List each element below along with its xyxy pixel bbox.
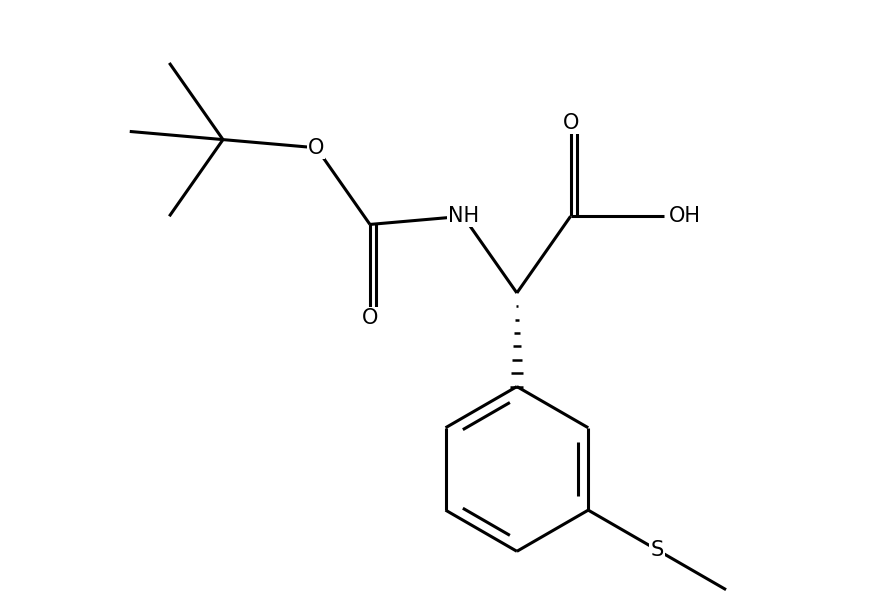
Text: OH: OH xyxy=(669,206,701,227)
Text: O: O xyxy=(308,138,324,158)
Text: O: O xyxy=(362,308,378,328)
Text: NH: NH xyxy=(447,206,479,227)
Text: O: O xyxy=(562,113,579,133)
Text: S: S xyxy=(651,540,664,560)
